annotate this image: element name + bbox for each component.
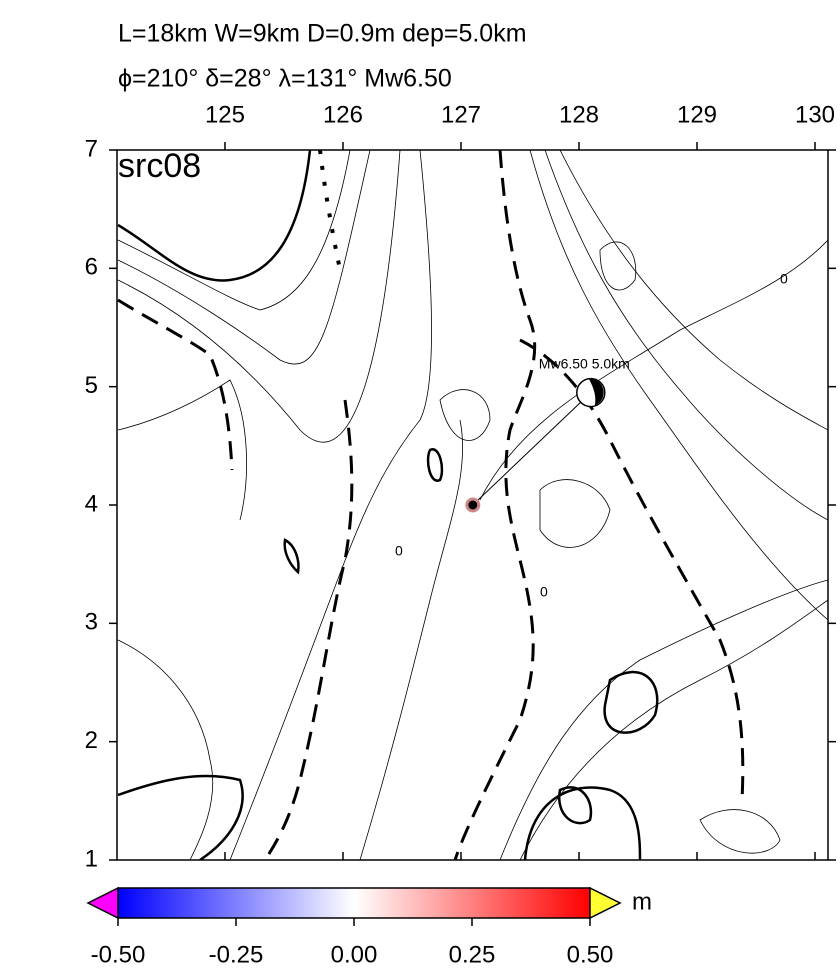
event-label: Mw6.50 5.0km xyxy=(539,355,630,371)
contours xyxy=(117,150,828,860)
title-line: L=18km W=9km D=0.9m dep=5.0km xyxy=(118,20,527,48)
y-tick-label: 6 xyxy=(85,254,98,281)
focal-mechanism-quadrant xyxy=(588,378,604,406)
y-tick-label: 2 xyxy=(85,727,98,754)
event-link xyxy=(472,392,592,506)
colorbar-tick-label: 0.50 xyxy=(567,941,614,968)
y-tick-label: 4 xyxy=(85,490,98,517)
x-tick-label: 126 xyxy=(323,101,363,128)
y-tick-label: 7 xyxy=(85,135,98,162)
map-label: src08 xyxy=(118,147,201,185)
colorbar-unit: m xyxy=(632,888,652,915)
x-tick-label: 125 xyxy=(205,101,245,128)
colorbar xyxy=(117,887,591,919)
x-tick-label: 129 xyxy=(677,101,717,128)
y-tick-label: 3 xyxy=(85,609,98,636)
colorbar-tick-label: 0.25 xyxy=(449,941,496,968)
colorbar-high xyxy=(589,886,622,920)
x-tick-label: 128 xyxy=(559,101,599,128)
contour-label: 0 xyxy=(780,271,788,287)
colorbar-tick-label: 0.00 xyxy=(331,941,378,968)
title-line: ϕ=210° δ=28° λ=131° Mw6.50 xyxy=(118,65,452,93)
colorbar-tick-label: -0.25 xyxy=(209,941,264,968)
x-tick-label: 130 xyxy=(795,101,835,128)
x-tick-label: 127 xyxy=(441,101,481,128)
contour-label: 0 xyxy=(540,584,548,600)
colorbar-low xyxy=(86,886,119,920)
epicenter xyxy=(465,497,481,513)
colorbar-tick-label: -0.50 xyxy=(91,941,146,968)
y-tick-label: 5 xyxy=(85,372,98,399)
contour-label: 0 xyxy=(395,543,403,559)
y-tick-label: 1 xyxy=(85,845,98,872)
